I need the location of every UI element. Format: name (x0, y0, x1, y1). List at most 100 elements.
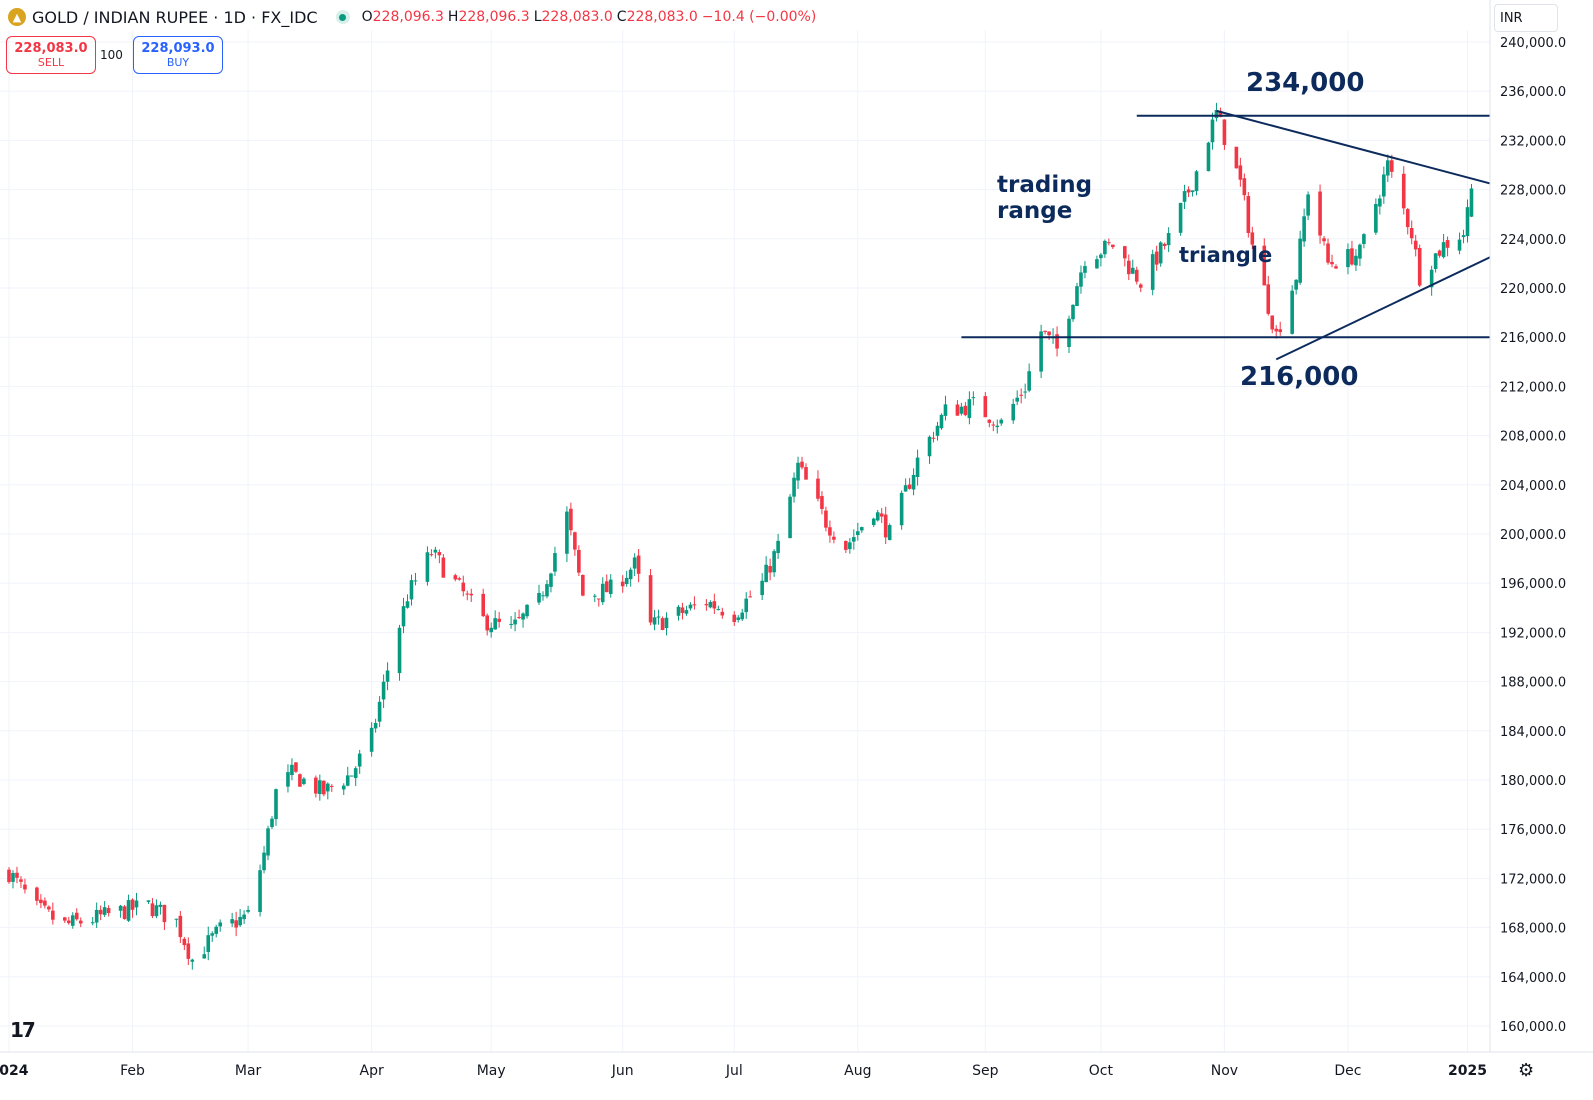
y-tick-label: 216,000.0 (1500, 331, 1566, 346)
candle (134, 892, 139, 916)
currency-selector[interactable]: INR (1494, 4, 1558, 32)
candle (636, 548, 641, 583)
candle (967, 391, 972, 425)
candle-body (102, 907, 107, 915)
candle (1413, 234, 1418, 257)
candle (844, 540, 848, 554)
candle-body (1266, 284, 1271, 314)
candle (887, 523, 892, 541)
candle-body (1154, 251, 1159, 265)
buy-button[interactable]: 228,093.0 BUY (133, 36, 223, 74)
candle-body (453, 575, 458, 580)
candle (405, 594, 410, 609)
candle-body (656, 616, 661, 618)
candle (70, 912, 75, 929)
candle-body (413, 580, 418, 582)
candle (852, 529, 856, 550)
candle-body (1278, 329, 1283, 333)
candle (1378, 194, 1382, 215)
candle-body (39, 899, 43, 904)
tradingview-logo[interactable]: 17 (10, 1018, 36, 1042)
candle-body (1071, 304, 1075, 320)
candle-body (991, 424, 996, 426)
candle-body (1011, 403, 1016, 421)
y-tick-label: 164,000.0 (1500, 971, 1566, 986)
candle-body (341, 785, 346, 790)
candle-body (214, 926, 219, 934)
candle (664, 612, 669, 636)
candle-body (688, 604, 693, 609)
candle (939, 413, 944, 430)
candle (592, 594, 597, 603)
candle-body (772, 551, 776, 573)
candle-body (1270, 315, 1275, 330)
candle-body (1461, 235, 1466, 238)
candle-body (238, 916, 242, 926)
candle (1429, 265, 1434, 296)
candle (1214, 102, 1219, 122)
candle (652, 610, 657, 631)
candle-body (186, 943, 191, 959)
candle-body (1186, 189, 1191, 193)
candle (1457, 232, 1462, 255)
sell-button[interactable]: 228,083.0 SELL (6, 36, 96, 74)
candle (1011, 398, 1016, 424)
candle (720, 607, 725, 619)
candle (353, 766, 358, 787)
close-label: C (616, 9, 627, 25)
candle-body (1138, 284, 1143, 288)
candle (425, 546, 430, 586)
candle (369, 722, 374, 757)
candle-body (182, 938, 187, 946)
y-tick-label: 168,000.0 (1500, 922, 1566, 937)
candle-body (1238, 165, 1243, 180)
candle-body (1322, 238, 1326, 242)
candle (1126, 254, 1131, 281)
candle (298, 773, 302, 787)
symbol-title[interactable]: GOLD / INDIAN RUPEE · 1D · FX_IDC (32, 7, 318, 27)
candle-body (899, 492, 904, 526)
candle-body (716, 609, 721, 611)
candle-body (1166, 233, 1171, 246)
candle-body (608, 579, 613, 594)
candle-body (684, 610, 689, 614)
candle (481, 588, 486, 617)
candle-body (1465, 207, 1470, 237)
triangle-upper-line (1216, 109, 1491, 185)
candle (688, 602, 693, 611)
candle (517, 609, 521, 620)
buy-label: BUY (166, 56, 190, 69)
candle (7, 867, 11, 884)
candle-body (1334, 266, 1338, 269)
candle-body (74, 912, 79, 920)
candle (1302, 208, 1306, 247)
candle (856, 522, 860, 541)
candle-body (302, 778, 306, 784)
quantity-value[interactable]: 100 (100, 48, 123, 62)
candle (676, 604, 681, 621)
candle (1158, 241, 1163, 267)
candle (1075, 282, 1079, 307)
candle-body (202, 954, 207, 959)
candle-body (509, 623, 513, 625)
candle (23, 878, 27, 894)
candle-body (1206, 142, 1211, 172)
gear-icon[interactable]: ⚙ (1518, 1060, 1535, 1081)
candle-body (1330, 261, 1334, 265)
candle-body (154, 905, 159, 917)
candle-body (35, 887, 39, 901)
candle-body (126, 900, 131, 921)
high-label: H (447, 9, 459, 25)
y-tick-label: 208,000.0 (1500, 430, 1566, 445)
candle-body (545, 584, 549, 597)
candle-body (517, 617, 521, 619)
candle-body (43, 900, 47, 906)
x-tick-label: 2024 (0, 1063, 29, 1079)
candle-body (1378, 198, 1382, 207)
market-status-icon (335, 10, 350, 24)
candle (122, 905, 127, 920)
candle (553, 546, 557, 577)
candle (437, 549, 442, 564)
candle (573, 531, 577, 556)
